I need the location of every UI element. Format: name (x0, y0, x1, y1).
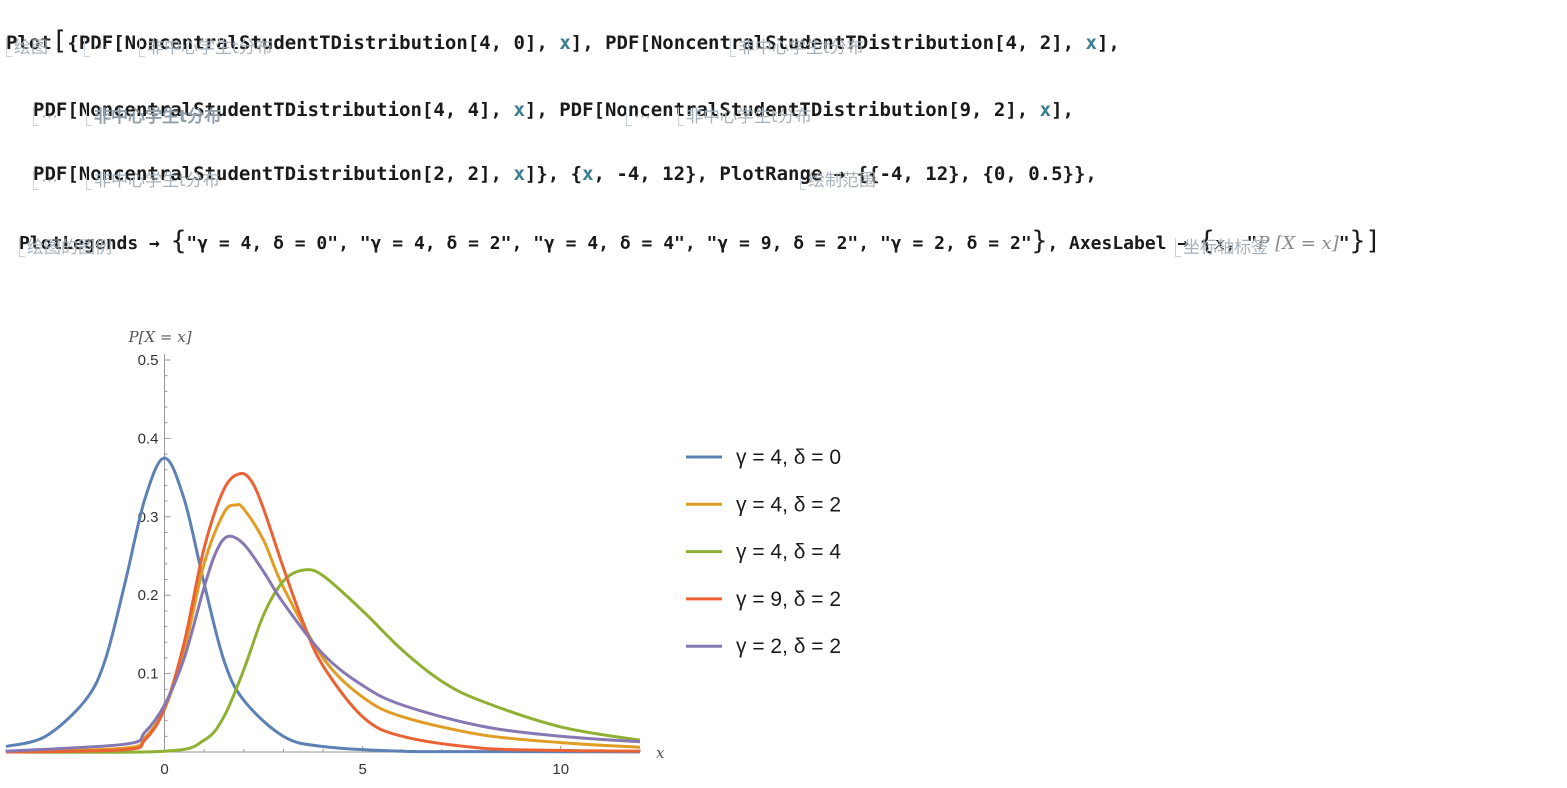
code-segment: , -4, 12}, PlotRange → {{-4, 12}, {0, 0.… (593, 163, 1097, 185)
hint-noncentral: 非中心学生t分布 (86, 171, 220, 191)
hint-noncentral: 非中心学生t分布 (730, 38, 864, 58)
y-tick-label: 0.5 (138, 352, 159, 369)
series-line-2 (5, 502, 641, 754)
hint-ellipsis: ⋯ (33, 171, 58, 191)
plot-legend: γ = 4, δ = 0 γ = 4, δ = 2 γ = 4, δ = 4 γ = … (686, 446, 841, 658)
var-x: x (513, 163, 525, 185)
close-brace: } (1031, 226, 1048, 256)
close-brace: } (1349, 226, 1366, 256)
y-tick-label: 0.1 (138, 666, 159, 683)
hint-axes-label: 坐标轴标签 (1175, 238, 1268, 258)
hint-noncentral: 非中心学生t分布 (139, 38, 273, 58)
x-tick-label: 5 (358, 761, 366, 778)
hint-ellipsis: ⋯ (33, 107, 58, 127)
y-tick-label: 0.3 (138, 509, 159, 526)
y-tick-label: 0.4 (138, 430, 159, 447)
x-tick-label: 10 (552, 761, 569, 778)
x-tick-label: 0 (160, 761, 168, 778)
var-x: x (582, 163, 594, 185)
axes-label-p: P [X = x] (1257, 233, 1339, 254)
hint-plot-range: 绘制范围 (800, 171, 876, 191)
hint-ellipsis: ⋯ (626, 107, 651, 127)
legend-label-5: γ = 2, δ = 2 (736, 635, 841, 658)
var-x: x (513, 99, 525, 121)
hint-noncentral: 非中心学生t分布 (678, 107, 812, 127)
open-brace: { (170, 226, 187, 256)
legend-strings: "γ = 4, δ = 0", "γ = 4, δ = 2", "γ = 4, … (186, 233, 1032, 254)
plot-curves (5, 456, 641, 754)
close-bracket: ] (1365, 226, 1381, 256)
y-axis-label: P[X = x] (128, 328, 192, 346)
x-axis-label: x (656, 744, 665, 762)
hint-plot: 绘图 (6, 38, 48, 58)
code-line-3[interactable]: PDF[NoncentralStudentTDistribution[2, 2]… (33, 141, 1097, 185)
legend-label-3: γ = 4, δ = 4 (736, 541, 841, 564)
legend-label-2: γ = 4, δ = 2 (736, 493, 841, 516)
series-line-1 (5, 456, 641, 754)
var-x: x (1039, 99, 1052, 121)
legend-label-1: γ = 4, δ = 0 (736, 446, 841, 469)
var-x: x (559, 32, 571, 54)
series-line-4 (5, 471, 641, 754)
plot-axes: 0 5 10 0.1 0.2 0.3 0.4 0.5 x P[X = x] (5, 328, 665, 778)
var-x: x (1085, 32, 1097, 54)
y-tick-label: 0.2 (138, 587, 159, 604)
open-bracket: [ (51, 26, 68, 56)
hint-noncentral: 非中心学生t分布 (86, 107, 221, 127)
code-segment: ]}, { (524, 163, 583, 185)
code-line-2[interactable]: PDF[NoncentralStudentTDistribution[4, 4]… (33, 77, 1074, 121)
code-segment: " (1338, 233, 1350, 254)
series-line-5 (5, 534, 641, 753)
plot-output[interactable]: 0 5 10 0.1 0.2 0.3 0.4 0.5 x P[X = x] γ = 4, δ = … (0, 268, 1567, 788)
code-segment: ], (1096, 32, 1120, 54)
hint-ellipsis: ⋯ (84, 38, 109, 58)
code-segment: ], (1051, 99, 1074, 121)
series-line-3 (5, 568, 641, 754)
hint-plot-legends: 绘图的图例 (19, 238, 112, 258)
legend-label-4: γ = 9, δ = 2 (736, 588, 841, 611)
